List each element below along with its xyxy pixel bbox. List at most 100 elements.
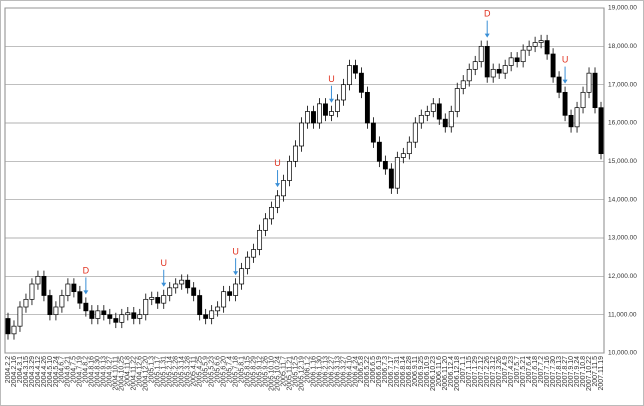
x-tick-label: 2007.8.27	[562, 356, 569, 387]
x-tick-label: 2006.12.4	[448, 356, 455, 387]
candle-body	[574, 107, 580, 128]
y-tick-label: 15,000.00	[608, 158, 637, 165]
x-tick-label: 2007.9.10	[568, 356, 575, 387]
x-tick-label: 2005.8.29	[250, 356, 257, 387]
candle-body	[77, 291, 83, 304]
candle-body	[400, 153, 406, 158]
x-tick-label: 2005.9.26	[262, 356, 269, 387]
candle-body	[155, 297, 161, 304]
x-tick-label: 2005.3.14	[179, 356, 186, 387]
candle-body	[23, 298, 29, 308]
x-tick-label: 2007.10.8	[580, 356, 587, 387]
x-tick-label: 2007.5.21	[520, 356, 527, 387]
candle-body	[233, 283, 239, 296]
candle-body	[496, 68, 502, 74]
x-tick-label: 2007.7.30	[550, 356, 557, 387]
candle-body	[317, 103, 322, 124]
candle-body	[149, 297, 155, 300]
y-tick-label: 17,000.00	[608, 81, 637, 88]
x-tick-label: 2005.5.9	[203, 356, 210, 383]
x-tick-label: 2006.9.25	[418, 356, 425, 387]
x-tick-label: 2005.8.15	[244, 356, 251, 387]
candle-body	[376, 141, 382, 162]
x-tick-label: 2006.7.17	[388, 356, 395, 387]
x-tick-label: 2005.1.17	[155, 356, 162, 387]
annotation-label: U	[232, 246, 239, 256]
x-tick-label: 2004.12.6	[137, 356, 144, 387]
x-tick-label: 2005.2.14	[167, 356, 174, 387]
candle-body	[65, 283, 71, 296]
x-tick-label: 2007.3.12	[490, 356, 497, 387]
candle-body	[460, 80, 466, 89]
y-tick-label: 16,000.00	[608, 120, 637, 127]
x-tick-label: 2004.6.7	[59, 356, 66, 383]
x-tick-label: 2005.12.19	[298, 356, 305, 391]
candle-body	[131, 312, 137, 319]
candle-body	[382, 160, 388, 170]
x-tick-label: 2005.9.12	[256, 356, 263, 387]
annotation-label: D	[83, 265, 90, 275]
candle-body	[59, 295, 65, 308]
candle-body	[257, 229, 263, 250]
candle-body	[334, 99, 340, 112]
x-tick-label: 2006.3.27	[340, 356, 347, 387]
candle-body	[281, 180, 286, 197]
candle-body	[251, 249, 257, 258]
candle-body	[173, 283, 179, 289]
candle-body	[47, 295, 53, 316]
x-tick-label: 2004.7.19	[77, 356, 84, 387]
x-tick-label: 2004.8.16	[89, 356, 96, 387]
x-tick-label: 2007.11.19	[598, 356, 605, 391]
x-tick-label: 2006.2.13	[322, 356, 329, 387]
x-tick-label: 2006.4.10	[346, 356, 353, 387]
annotation-arrowhead	[328, 98, 334, 103]
x-tick-label: 2006.6.19	[376, 356, 383, 387]
x-tick-label: 2004.8.2	[83, 356, 90, 383]
y-tick-label: 18,000.00	[608, 43, 637, 50]
x-tick-label: 2006.1.30	[316, 356, 323, 387]
x-tick-label: 2006.12.18	[454, 356, 461, 391]
x-tick-label: 2007.8.13	[556, 356, 563, 387]
candle-body	[191, 287, 197, 296]
candle-body	[17, 306, 23, 327]
candle-body	[179, 279, 185, 285]
candle-body	[287, 160, 292, 181]
candle-body	[412, 122, 418, 143]
annotation-label: U	[328, 74, 335, 84]
candle-body	[478, 45, 484, 63]
candle-body	[107, 314, 113, 319]
x-tick-label: 2007.7.2	[538, 356, 545, 383]
x-tick-label: 2004.3.1	[17, 356, 24, 383]
x-tick-label: 2006.1.2	[304, 356, 311, 383]
candle-body	[442, 118, 448, 128]
candle-body	[119, 314, 125, 323]
x-tick-label: 2004.8.30	[95, 356, 102, 387]
candle-body	[592, 72, 598, 109]
x-tick-label: 2004.11.22	[131, 356, 138, 391]
annotation-label: U	[562, 55, 569, 65]
x-tick-label: 2007.5.7	[514, 356, 521, 383]
x-tick-label: 2004.6.21	[65, 356, 72, 387]
x-tick-label: 2007.3.26	[496, 356, 503, 387]
candle-body	[598, 107, 604, 155]
x-tick-label: 2004.5.24	[53, 356, 60, 387]
annotation-arrowhead	[83, 290, 89, 295]
candle-body	[472, 61, 478, 70]
candle-body	[245, 256, 251, 270]
annotation-label: U	[160, 258, 167, 268]
candle-body	[526, 45, 532, 51]
x-tick-label: 2006.10.9	[424, 356, 431, 387]
x-tick-label: 2006.7.31	[394, 356, 401, 387]
candle-body	[305, 111, 310, 124]
candle-body	[514, 57, 520, 63]
candle-body	[323, 103, 328, 116]
annotation-arrowhead	[562, 79, 568, 84]
candle-body	[352, 65, 358, 74]
candle-body	[89, 310, 95, 319]
candle-body	[340, 84, 346, 101]
x-tick-label: 2006.11.20	[442, 356, 449, 391]
x-tick-label: 2007.4.9	[502, 356, 509, 383]
candle-body	[5, 318, 11, 335]
candle-body	[586, 72, 592, 93]
